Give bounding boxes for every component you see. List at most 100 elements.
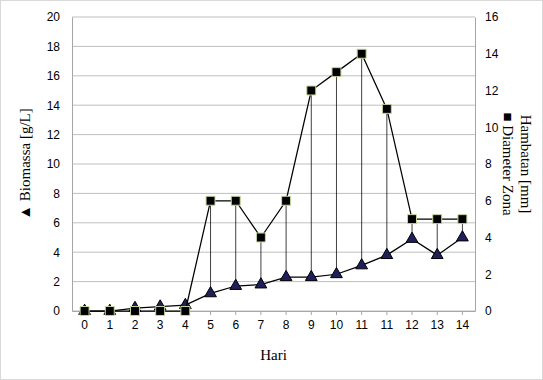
- tick-label: 7: [258, 318, 265, 332]
- marker: [130, 307, 139, 316]
- marker: [80, 307, 89, 316]
- tick: 11: [355, 311, 368, 332]
- grid-line: [72, 252, 475, 253]
- drop-line: [311, 91, 312, 278]
- y-axis: 0 2 4 6 8 10 12 14 16 18 20: [47, 10, 73, 318]
- y2-axis-title: ■ Diameter Zona: [500, 112, 516, 216]
- tick: 0: [53, 304, 72, 318]
- tick-mark: [311, 311, 312, 315]
- marker: [433, 215, 442, 224]
- marker: [457, 231, 469, 241]
- tick: 0: [475, 304, 492, 318]
- marker: [381, 248, 393, 258]
- tick-mark: [462, 311, 463, 315]
- marker: [280, 270, 292, 280]
- tick: 12: [47, 128, 72, 142]
- tick-label: 10: [330, 318, 344, 332]
- tick-label: 0: [485, 304, 492, 318]
- tick-label: 12: [485, 84, 499, 98]
- tick-mark: [361, 311, 362, 315]
- marker: [458, 215, 467, 224]
- tick-label: 12: [405, 318, 419, 332]
- tick-label: 8: [283, 318, 290, 332]
- tick-label: 2: [53, 275, 60, 289]
- grid-line: [72, 105, 475, 106]
- markers: [79, 231, 469, 315]
- tick-label: 4: [182, 318, 189, 332]
- tick: 8: [283, 311, 290, 332]
- tick: 18: [47, 40, 72, 54]
- drop-line: [210, 201, 211, 294]
- tick-mark: [260, 311, 261, 315]
- tick-label: 16: [485, 10, 499, 24]
- marker: [357, 49, 366, 58]
- tick-label: 8: [485, 157, 492, 171]
- tick-label: 14: [485, 47, 499, 61]
- tick: 6: [53, 216, 72, 230]
- tick-mark: [286, 311, 287, 315]
- markers: [80, 49, 467, 315]
- marker: [431, 248, 443, 258]
- marker: [256, 233, 265, 242]
- marker: [356, 259, 368, 269]
- tick-label: 18: [47, 40, 61, 54]
- tick-label: 14: [456, 318, 470, 332]
- marker: [408, 215, 417, 224]
- series-line: [85, 54, 463, 311]
- marker: [206, 196, 215, 205]
- tick: 4: [53, 246, 72, 260]
- tick: 4: [475, 231, 492, 245]
- tick-label: 4: [53, 246, 60, 260]
- tick-label: 1: [106, 318, 113, 332]
- marker: [205, 287, 217, 297]
- tick-label: 3: [157, 318, 164, 332]
- tick: 20: [47, 10, 72, 24]
- tick-label: 11: [355, 318, 368, 332]
- tick: 14: [47, 99, 72, 113]
- tick-label: 8: [53, 187, 60, 201]
- tick-label: 16: [47, 69, 61, 83]
- tick-label: 9: [308, 318, 315, 332]
- tick: 14: [475, 47, 499, 61]
- marker: [307, 86, 316, 95]
- marker: [332, 68, 341, 77]
- tick: 7: [258, 311, 265, 332]
- tick-label: 6: [485, 194, 492, 208]
- tick: 11: [381, 311, 394, 332]
- y2-axis: 0 2 4 6 8 10 12 14 16: [475, 10, 499, 318]
- chart: 0123456789101111121314024681012141618200…: [0, 0, 543, 380]
- tick-label: 10: [47, 157, 61, 171]
- x-axis-title: Hari: [260, 347, 287, 363]
- tick-label: 5: [207, 318, 214, 332]
- tick: 10: [475, 121, 499, 135]
- tick-label: 2: [485, 268, 492, 282]
- axis-line: [72, 18, 73, 312]
- tick-label: 0: [81, 318, 88, 332]
- tick: 16: [475, 10, 499, 24]
- tick: 10: [47, 157, 72, 171]
- grid-line: [72, 193, 475, 194]
- grid: [72, 17, 475, 311]
- drop-lines: [85, 54, 463, 311]
- y2-axis-title: Hambatan [mm]: [518, 115, 534, 214]
- drop-line: [336, 72, 337, 274]
- tick-label: 2: [132, 318, 139, 332]
- grid-line: [72, 164, 475, 165]
- drop-line: [361, 54, 362, 266]
- tick: 5: [207, 311, 214, 332]
- marker: [382, 104, 391, 113]
- tick-label: 4: [485, 231, 492, 245]
- tick: 2: [53, 275, 72, 289]
- tick-label: 12: [47, 128, 61, 142]
- marker: [406, 232, 418, 242]
- tick: 8: [475, 157, 492, 171]
- tick: 10: [330, 311, 344, 332]
- tick-mark: [412, 311, 413, 315]
- marker: [282, 196, 291, 205]
- drop-line: [286, 201, 287, 277]
- marker: [156, 307, 165, 316]
- marker: [331, 267, 343, 277]
- tick-mark: [386, 311, 387, 315]
- grid-line: [72, 134, 475, 135]
- grid-line: [72, 75, 475, 76]
